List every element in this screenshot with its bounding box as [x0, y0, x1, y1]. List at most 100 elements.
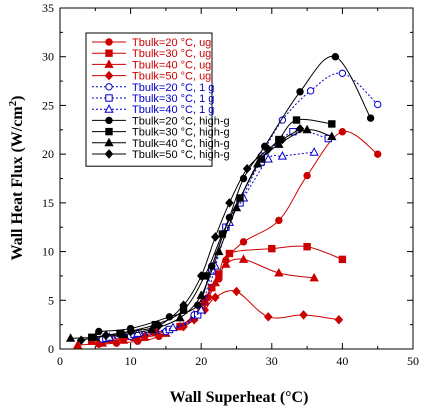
x-tick-label: 40: [336, 354, 348, 368]
legend-entry: Tbulk=50 °C, high-g: [132, 149, 230, 161]
y-tick-label: 20: [42, 147, 54, 161]
data-point: [268, 244, 276, 253]
data-point: [292, 116, 301, 124]
legend-entry: Tbulk=40 °C, high-g: [132, 138, 230, 150]
data-point: [295, 124, 305, 134]
series-layer: [65, 53, 382, 349]
data-point: [277, 151, 288, 160]
data-point: [274, 267, 284, 277]
legend-entry: Tbulk=30 °C, high-g: [132, 127, 230, 139]
data-point: [225, 198, 234, 208]
legend-entry: Tbulk=50 °C, ug: [132, 71, 211, 83]
data-point: [334, 315, 344, 325]
x-axis-label: Wall Superheat (°C): [170, 389, 309, 406]
data-point: [231, 202, 242, 212]
x-tick-label: 0: [57, 354, 63, 368]
x-tick-label: 20: [195, 354, 207, 368]
legend-marker: [105, 94, 113, 102]
legend-entry: Tbulk=30 °C, ug: [132, 48, 211, 60]
data-point: [210, 277, 220, 287]
data-point: [232, 286, 241, 297]
data-point: [196, 290, 206, 299]
data-point: [73, 340, 83, 349]
data-point: [263, 153, 273, 163]
data-point: [338, 69, 347, 77]
data-point: [221, 259, 231, 268]
data-point: [126, 326, 135, 337]
legend-marker: [105, 127, 113, 136]
y-tick-label: 15: [42, 196, 54, 210]
data-point: [168, 322, 178, 332]
legend-entry: Tbulk=20 °C, high-g: [132, 115, 230, 127]
data-point: [253, 158, 263, 168]
data-point: [239, 238, 248, 246]
y-axis-label-main: Wall Heat Flux (W/cm: [9, 106, 26, 261]
series-10: [65, 124, 337, 342]
legend-entry: Tbulk=20 °C, 1 g: [132, 82, 214, 94]
legend-marker: [105, 49, 113, 57]
data-point: [76, 335, 86, 345]
data-point: [299, 310, 308, 320]
data-point: [275, 216, 283, 225]
legend-entry: Tbulk=30 °C, 1 g: [132, 93, 214, 105]
legend-marker: [104, 149, 114, 159]
legend-entry: Tbulk=40 °C, 1 g: [132, 104, 214, 116]
data-point: [327, 131, 337, 141]
data-point: [196, 271, 206, 281]
y-tick-label: 5: [48, 293, 54, 307]
y-tick-label: 0: [48, 342, 54, 356]
data-point: [196, 304, 206, 314]
y-axis-label-sup: 2: [7, 100, 19, 106]
data-point: [211, 232, 220, 242]
data-point: [211, 292, 220, 303]
data-point: [309, 272, 319, 282]
data-point: [328, 120, 336, 128]
axes: 0 10 20 30 40 50 0 5 10 15 20 25 30 35: [42, 1, 419, 368]
data-point: [303, 243, 311, 251]
y-tick-label: 30: [42, 50, 54, 64]
data-point: [278, 116, 287, 124]
legend-marker: [104, 137, 114, 147]
y-tick-label: 10: [42, 245, 54, 259]
data-point: [263, 144, 273, 155]
y-tick-label: 25: [42, 98, 54, 112]
data-point: [95, 327, 103, 336]
legend-entry: Tbulk=40 °C, ug: [132, 59, 211, 71]
data-point: [65, 333, 76, 342]
data-point: [238, 254, 249, 263]
legend-entry: Tbulk=20 °C, ug: [132, 37, 211, 49]
data-point: [338, 255, 347, 264]
data-point: [309, 147, 319, 156]
data-point: [338, 128, 347, 136]
data-point: [374, 150, 382, 158]
y-axis-label-end: ): [9, 95, 26, 100]
series-11: [76, 124, 305, 345]
series-line: [109, 151, 315, 338]
data-point: [242, 164, 252, 174]
data-point: [263, 312, 273, 322]
data-point: [154, 320, 164, 331]
data-point: [179, 300, 188, 310]
data-point: [118, 329, 129, 338]
x-tick-label: 30: [266, 354, 278, 368]
data-point: [296, 88, 304, 96]
legend-marker: [105, 116, 113, 125]
data-point: [278, 134, 287, 145]
data-point: [236, 194, 244, 202]
data-point: [331, 53, 340, 61]
data-point: [175, 312, 185, 322]
data-point: [225, 249, 234, 258]
data-point: [214, 246, 224, 256]
legend-marker: [104, 59, 114, 68]
data-point: [303, 171, 311, 180]
data-point: [366, 114, 375, 122]
x-tick-label: 10: [125, 354, 137, 368]
data-point: [274, 139, 284, 148]
data-point: [374, 100, 382, 109]
legend-marker: [105, 83, 113, 91]
data-point: [302, 124, 312, 134]
y-tick-label: 35: [42, 1, 54, 15]
x-tick-label: 50: [407, 354, 419, 368]
